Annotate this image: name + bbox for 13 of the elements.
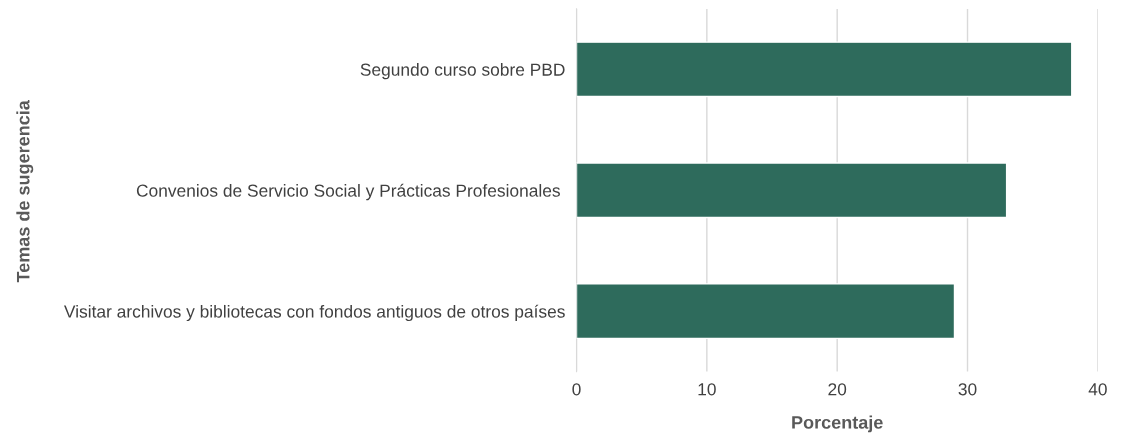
- x-tick-label: 10: [698, 383, 716, 396]
- x-tick-label: 30: [958, 383, 977, 396]
- x-tick-label: 0: [572, 383, 581, 396]
- bar: [576, 41, 1073, 98]
- bar: [576, 162, 1008, 219]
- bar: [576, 283, 956, 340]
- y-tick-label: Visitar archivos y bibliotecas con fondos antiguos de otros países: [63, 304, 565, 322]
- y-axis-title: Temas de sugerencia: [16, 100, 34, 283]
- y-tick-label: Segundo curso sobre PBD: [360, 63, 565, 80]
- x-tick-label: 40: [1088, 383, 1107, 396]
- x-tick-label: 20: [828, 383, 847, 396]
- y-tick-label: Convenios de Servicio Social y Prácticas Profesionales: [136, 183, 560, 201]
- x-axis-title: Porcentaje: [792, 415, 883, 433]
